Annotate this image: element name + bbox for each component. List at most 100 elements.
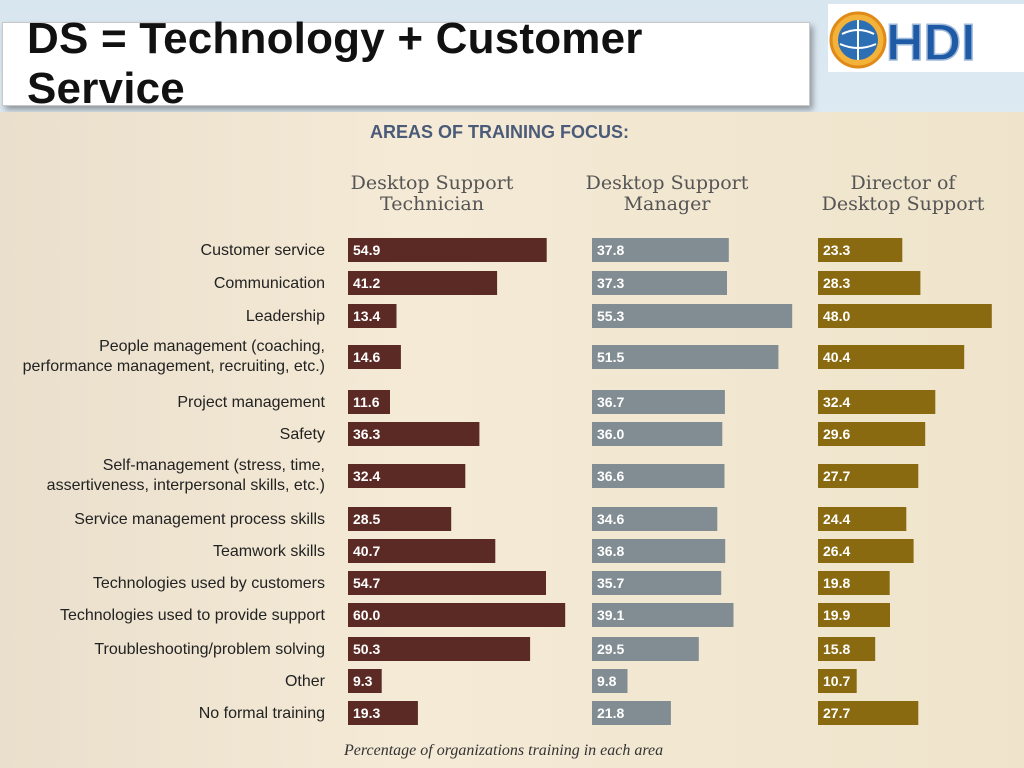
bar-value-label: 13.4 [353, 308, 380, 324]
bar-value-label: 29.6 [823, 426, 850, 442]
category-label: Self-management (stress, time, [103, 457, 325, 474]
slide-title: DS = Technology + Customer Service [27, 14, 643, 113]
bar-1 [348, 304, 397, 328]
bar-value-label: 29.5 [597, 641, 624, 657]
bar-value-label: 28.3 [823, 275, 850, 291]
bar-3 [818, 701, 919, 725]
bar-value-label: 26.4 [823, 543, 850, 559]
bar-3 [818, 507, 907, 531]
bar-value-label: 23.3 [823, 242, 850, 258]
bar-1 [348, 637, 531, 661]
bar-value-label: 54.7 [353, 575, 380, 591]
bar-value-label: 9.3 [353, 673, 373, 689]
bar-3 [818, 464, 919, 488]
category-label: Teamwork skills [213, 543, 325, 560]
bar-3 [818, 637, 876, 661]
category-label: Other [285, 673, 326, 690]
logo-text: HDI [886, 14, 976, 72]
bar-2 [592, 238, 729, 262]
category-label: No formal training [199, 705, 325, 722]
bar-2 [592, 422, 723, 446]
slide-title-box: DS = Technology + Customer Service [2, 14, 810, 113]
bar-2 [592, 464, 725, 488]
bar-2 [592, 390, 725, 414]
category-label: Leadership [246, 308, 325, 325]
bar-2 [592, 271, 727, 295]
bar-2 [592, 637, 699, 661]
bar-2 [592, 345, 779, 369]
bar-3 [818, 390, 936, 414]
category-label: Communication [214, 275, 325, 292]
bar-value-label: 24.4 [823, 511, 850, 527]
bar-value-label: 19.8 [823, 575, 850, 591]
bar-2 [592, 539, 726, 563]
bar-value-label: 35.7 [597, 575, 624, 591]
bar-2 [592, 603, 734, 627]
bar-2 [592, 507, 718, 531]
bar-value-label: 55.3 [597, 308, 624, 324]
category-label: performance management, recruiting, etc.… [23, 358, 325, 375]
bar-1 [348, 701, 418, 725]
bar-value-label: 9.8 [597, 673, 617, 689]
bar-value-label: 36.6 [597, 468, 624, 484]
bar-3 [818, 571, 890, 595]
bar-value-label: 19.3 [353, 705, 380, 721]
bar-1 [348, 571, 546, 595]
category-label: assertiveness, interpersonal skills, etc… [47, 477, 325, 494]
bar-value-label: 39.1 [597, 607, 624, 623]
chart-footnote: Percentage of organizations training in … [343, 742, 663, 759]
bar-value-label: 48.0 [823, 308, 850, 324]
bar-1 [348, 669, 382, 693]
chart-panel: AREAS OF TRAINING FOCUS: Desktop Support T… [0, 112, 1024, 768]
bar-3 [818, 669, 857, 693]
bar-value-label: 14.6 [353, 349, 380, 365]
category-label: Troubleshooting/problem solving [94, 641, 325, 658]
bar-value-label: 15.8 [823, 641, 850, 657]
bar-value-label: 60.0 [353, 607, 380, 623]
bar-value-label: 36.0 [597, 426, 624, 442]
series-header-2: Desktop Support [586, 172, 749, 194]
bar-value-label: 36.8 [597, 543, 624, 559]
bar-value-label: 27.7 [823, 468, 850, 484]
category-label: Project management [177, 394, 325, 411]
bar-value-label: 11.6 [353, 394, 380, 410]
bar-3 [818, 238, 903, 262]
bar-value-label: 36.7 [597, 394, 624, 410]
category-label: Service management process skills [74, 511, 325, 528]
bar-value-label: 40.7 [353, 543, 380, 559]
series-header-2: Manager [624, 193, 712, 215]
category-label: Safety [280, 426, 325, 443]
bar-3 [818, 271, 921, 295]
bar-3 [818, 539, 914, 563]
bar-1 [348, 507, 452, 531]
bar-value-label: 10.7 [823, 673, 850, 689]
bar-1 [348, 271, 498, 295]
series-header-3: Desktop Support [822, 193, 985, 215]
bar-value-label: 50.3 [353, 641, 380, 657]
bar-1 [348, 539, 496, 563]
bar-3 [818, 304, 992, 328]
bar-value-label: 37.3 [597, 275, 624, 291]
bar-value-label: 41.2 [353, 275, 380, 291]
category-label: Technologies used to provide support [60, 607, 326, 624]
hdi-logo: HDI [828, 4, 1024, 72]
bar-3 [818, 603, 890, 627]
category-label: Technologies used by customers [93, 575, 325, 592]
category-label: Customer service [201, 242, 326, 259]
bar-value-label: 36.3 [353, 426, 380, 442]
bar-value-label: 28.5 [353, 511, 380, 527]
training-focus-chart: AREAS OF TRAINING FOCUS: Desktop Support T… [23, 122, 992, 759]
bar-2 [592, 304, 793, 328]
bar-value-label: 34.6 [597, 511, 624, 527]
chart-title: AREAS OF TRAINING FOCUS: [370, 122, 629, 142]
bar-value-label: 51.5 [597, 349, 624, 365]
bar-value-label: 54.9 [353, 242, 380, 258]
bar-value-label: 21.8 [597, 705, 624, 721]
bar-value-label: 27.7 [823, 705, 850, 721]
category-label: People management (coaching, [99, 338, 325, 355]
bar-1 [348, 238, 547, 262]
bar-value-label: 32.4 [353, 468, 380, 484]
bar-1 [348, 390, 390, 414]
bar-2 [592, 571, 722, 595]
bar-3 [818, 345, 965, 369]
